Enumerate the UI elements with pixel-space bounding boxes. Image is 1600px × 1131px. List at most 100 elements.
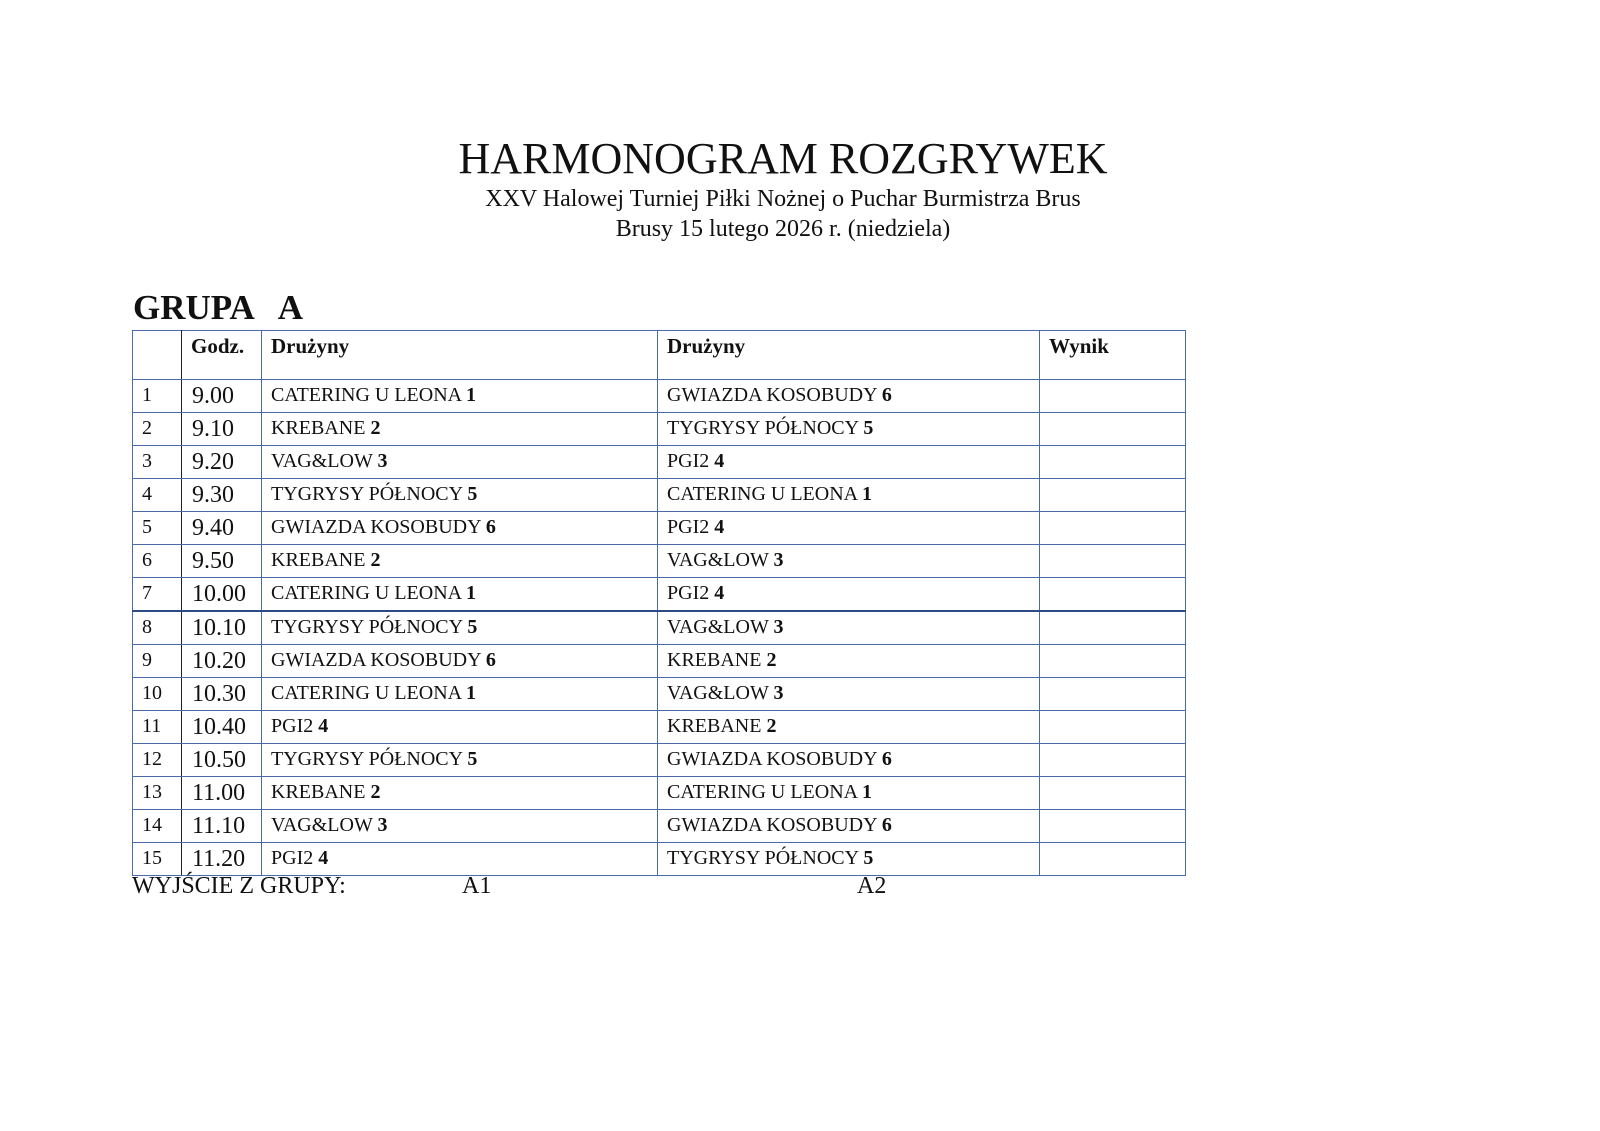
away-team-number: 6 — [881, 814, 892, 836]
match-time: 10.30 — [181, 677, 262, 711]
home-team: KREBANE 2 — [261, 412, 658, 446]
home-team-number: 6 — [485, 649, 496, 671]
match-time: 10.20 — [181, 644, 262, 678]
home-team-name: CATERING U LEONA — [271, 384, 461, 406]
home-team-number: 3 — [377, 450, 388, 472]
away-team-number: 4 — [714, 582, 725, 604]
match-result — [1039, 511, 1186, 545]
home-team-name: VAG&LOW — [271, 814, 373, 836]
away-team: CATERING U LEONA 1 — [657, 478, 1040, 512]
away-team: KREBANE 2 — [657, 644, 1040, 678]
match-time: 9.00 — [181, 379, 262, 413]
table-row: 9 10.20 GWIAZDA KOSOBUDY 6 KREBANE 2 — [132, 644, 1186, 678]
away-team-number: 3 — [773, 549, 784, 571]
away-team-number: 1 — [862, 781, 872, 803]
home-team-name: VAG&LOW — [271, 450, 373, 472]
home-team: TYGRYSY PÓŁNOCY 5 — [261, 743, 658, 777]
away-team: KREBANE 2 — [657, 710, 1040, 744]
away-team: PGI2 4 — [657, 445, 1040, 479]
home-team-number: 1 — [466, 582, 476, 604]
group-title: GRUPA A — [133, 288, 303, 327]
match-result — [1039, 776, 1186, 810]
home-team-name: GWIAZDA KOSOBUDY — [271, 649, 481, 671]
away-team-number: 4 — [714, 516, 725, 538]
home-team-name: PGI2 — [271, 715, 314, 737]
match-time: 11.10 — [181, 809, 262, 843]
table-row: 7 10.00 CATERING U LEONA 1 PGI2 4 — [132, 577, 1186, 612]
match-number: 13 — [132, 776, 182, 810]
home-team: GWIAZDA KOSOBUDY 6 — [261, 644, 658, 678]
match-time: 9.20 — [181, 445, 262, 479]
away-team-name: KREBANE — [667, 649, 762, 671]
home-team-name: CATERING U LEONA — [271, 582, 461, 604]
match-time: 10.00 — [181, 577, 262, 612]
date-line: Brusy 15 lutego 2026 r. (niedziela) — [615, 216, 951, 242]
away-team-name: VAG&LOW — [667, 682, 769, 704]
match-number: 8 — [132, 610, 182, 645]
home-team-name: KREBANE — [271, 417, 366, 439]
away-team-name: PGI2 — [667, 516, 710, 538]
match-result — [1039, 809, 1186, 843]
home-team-number: 4 — [318, 715, 329, 737]
match-result — [1039, 842, 1186, 876]
away-team: CATERING U LEONA 1 — [657, 776, 1040, 810]
table-row: 11 10.40 PGI2 4 KREBANE 2 — [132, 710, 1186, 744]
away-team-name: KREBANE — [667, 715, 762, 737]
col-header-home: Drużyny — [261, 330, 658, 380]
away-team-number: 1 — [862, 483, 872, 505]
away-team: VAG&LOW 3 — [657, 544, 1040, 578]
away-team: GWIAZDA KOSOBUDY 6 — [657, 743, 1040, 777]
table-row: 6 9.50 KREBANE 2 VAG&LOW 3 — [132, 544, 1186, 578]
home-team-number: 1 — [466, 384, 476, 406]
away-team-number: 2 — [766, 715, 777, 737]
home-team-name: TYGRYSY PÓŁNOCY — [271, 748, 463, 770]
away-team-number: 3 — [773, 682, 784, 704]
home-team-number: 5 — [467, 483, 478, 505]
home-team: CATERING U LEONA 1 — [261, 577, 658, 612]
footer-second: A2 — [857, 873, 887, 899]
match-time: 9.10 — [181, 412, 262, 446]
match-time: 9.40 — [181, 511, 262, 545]
home-team-name: TYGRYSY PÓŁNOCY — [271, 483, 463, 505]
match-result — [1039, 478, 1186, 512]
match-number: 7 — [132, 577, 182, 612]
table-row: 13 11.00 KREBANE 2 CATERING U LEONA 1 — [132, 776, 1186, 810]
home-team-name: KREBANE — [271, 549, 366, 571]
match-number: 1 — [132, 379, 182, 413]
home-team: PGI2 4 — [261, 842, 658, 876]
col-header-time: Godz. — [181, 330, 262, 380]
match-time: 10.10 — [181, 610, 262, 645]
home-team: VAG&LOW 3 — [261, 445, 658, 479]
col-header-no — [132, 330, 182, 380]
away-team-number: 4 — [714, 450, 725, 472]
table-row: 1 9.00 CATERING U LEONA 1 GWIAZDA KOSOBUDY … — [132, 379, 1186, 413]
away-team-number: 6 — [881, 748, 892, 770]
away-team-name: VAG&LOW — [667, 616, 769, 638]
match-result — [1039, 710, 1186, 744]
away-team-name: GWIAZDA KOSOBUDY — [667, 384, 877, 406]
home-team-number: 5 — [467, 748, 478, 770]
home-team: TYGRYSY PÓŁNOCY 5 — [261, 478, 658, 512]
match-number: 15 — [132, 842, 182, 876]
match-result — [1039, 544, 1186, 578]
match-number: 5 — [132, 511, 182, 545]
footer-first: A1 — [462, 873, 492, 899]
home-team-name: KREBANE — [271, 781, 366, 803]
away-team-number: 5 — [863, 417, 874, 439]
match-result — [1039, 577, 1186, 612]
home-team: CATERING U LEONA 1 — [261, 379, 658, 413]
home-team-number: 2 — [370, 417, 381, 439]
match-number: 14 — [132, 809, 182, 843]
table-row: 5 9.40 GWIAZDA KOSOBUDY 6 PGI2 4 — [132, 511, 1186, 545]
away-team-number: 2 — [766, 649, 777, 671]
home-team: PGI2 4 — [261, 710, 658, 744]
home-team: KREBANE 2 — [261, 776, 658, 810]
table-row: 8 10.10 TYGRYSY PÓŁNOCY 5 VAG&LOW 3 — [132, 610, 1186, 645]
match-number: 3 — [132, 445, 182, 479]
col-header-away: Drużyny — [657, 330, 1040, 380]
away-team-number: 5 — [863, 847, 874, 869]
page-title: HARMONOGRAM ROZGRYWEK — [458, 134, 1108, 183]
home-team-name: GWIAZDA KOSOBUDY — [271, 516, 481, 538]
match-time: 9.30 — [181, 478, 262, 512]
away-team: TYGRYSY PÓŁNOCY 5 — [657, 412, 1040, 446]
